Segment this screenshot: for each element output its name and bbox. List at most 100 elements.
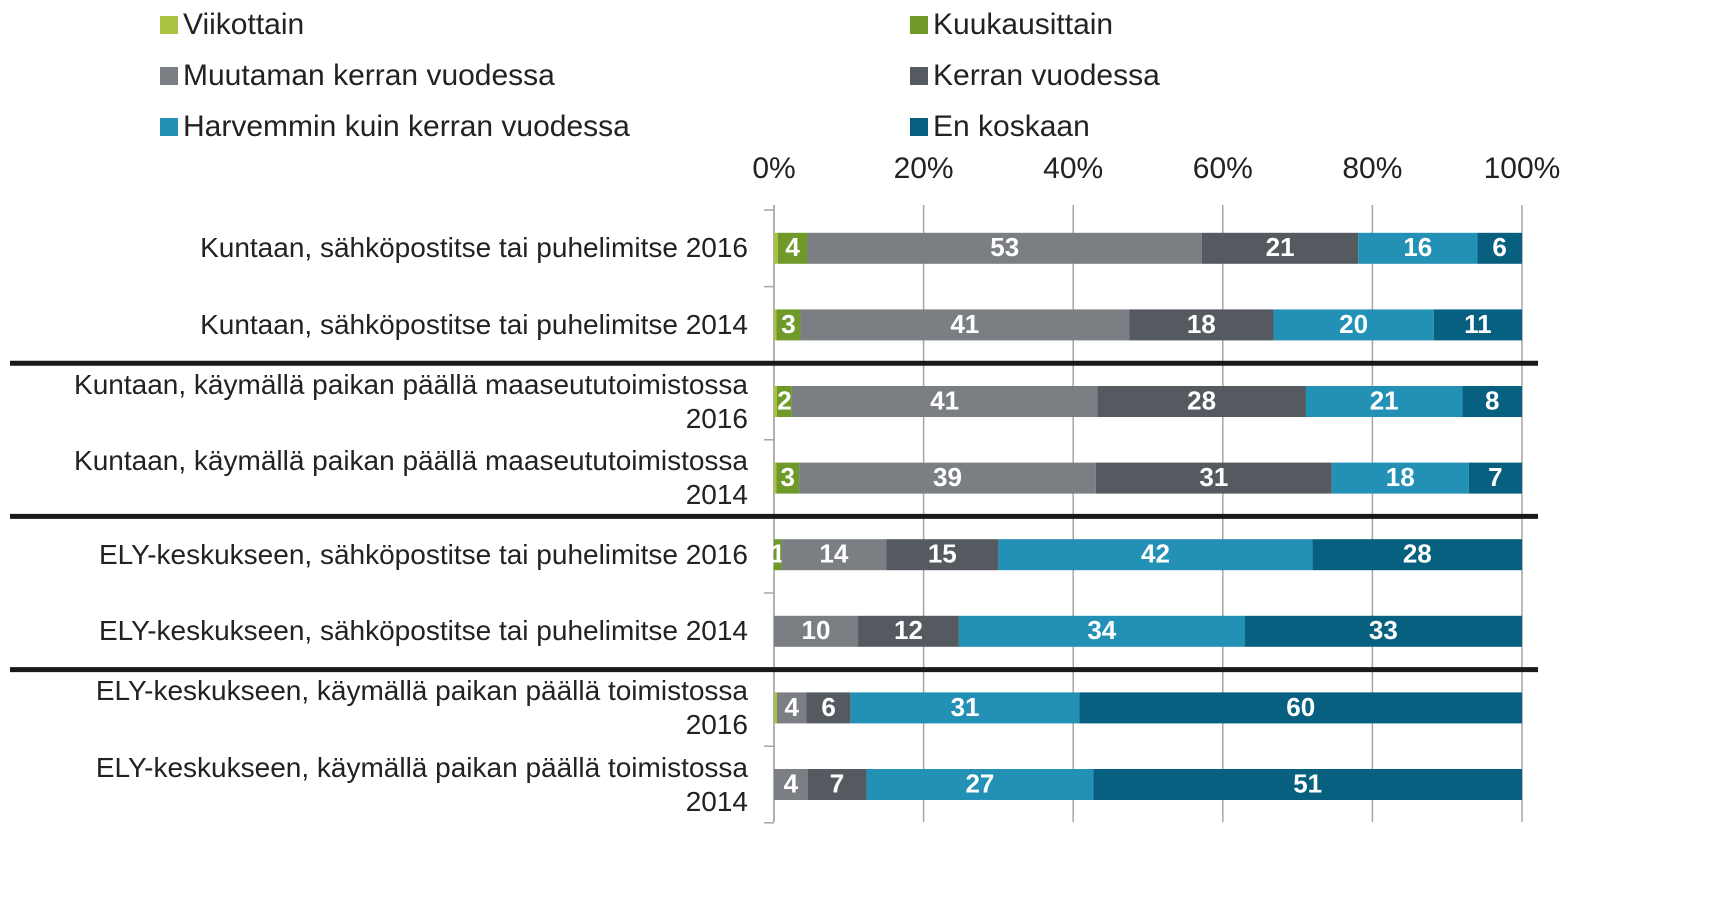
bar-segment (774, 769, 808, 800)
legend-label: Viikottain (183, 8, 304, 41)
legend-label: Muutaman kerran vuodessa (183, 59, 555, 92)
data-label: 34 (1087, 615, 1116, 645)
data-label: 18 (1187, 309, 1216, 339)
bar-segment (1312, 539, 1522, 571)
x-tick-label: 40% (1043, 152, 1103, 185)
data-label: 3 (781, 309, 795, 339)
data-label: 4 (785, 232, 800, 262)
data-label: 21 (1370, 385, 1399, 415)
bar-segment (1462, 386, 1522, 417)
bar-segment (1273, 309, 1434, 341)
legend-swatch (910, 118, 928, 136)
data-label: 21 (1266, 232, 1295, 262)
legend-swatch (160, 67, 178, 85)
data-label: 4 (784, 692, 799, 722)
category-label: Kuntaan, sähköpostitse tai puhelimitse 2… (200, 308, 748, 340)
data-label: 3 (780, 462, 794, 492)
data-label: 12 (894, 615, 923, 645)
data-label: 41 (930, 385, 959, 415)
bar-segment (774, 232, 778, 264)
bar-segment (1331, 462, 1469, 494)
legend-label: En koskaan (933, 110, 1090, 143)
legend-label: Harvemmin kuin kerran vuodessa (183, 110, 630, 143)
x-tick-label: 60% (1193, 152, 1253, 185)
bar-segment (799, 462, 1096, 494)
bar-segment (806, 692, 851, 724)
data-label: 39 (933, 462, 962, 492)
bar-segment (1095, 462, 1332, 494)
bar-segment (791, 386, 1098, 417)
bar-segment (774, 539, 782, 571)
data-label: 15 (928, 539, 957, 569)
data-label: 7 (1488, 462, 1502, 492)
bar-segment (800, 309, 1130, 341)
bar-segment (1477, 232, 1522, 264)
bar-segment (807, 232, 1202, 264)
data-label: 60 (1286, 692, 1315, 722)
bar-segment (1093, 769, 1522, 800)
data-label: 18 (1386, 462, 1415, 492)
data-label: 1 (771, 539, 785, 569)
bar-segment (1079, 692, 1522, 724)
legend-label: Kuukausittain (933, 8, 1113, 41)
category-label: Kuntaan, käymällä paikan päällä maaseutu… (74, 445, 748, 511)
data-label: 6 (1492, 232, 1506, 262)
x-tick-label: 100% (1484, 152, 1561, 185)
bar-segment (774, 692, 777, 724)
bar-segment (1097, 386, 1306, 417)
category-label: Kuntaan, käymällä paikan päällä maaseutu… (74, 368, 748, 434)
data-label: 6 (821, 692, 835, 722)
bar-segment (777, 232, 808, 264)
bar-segment (776, 309, 801, 341)
legend-swatch (910, 67, 928, 85)
data-label: 4 (784, 768, 799, 798)
bar-segment (1468, 462, 1522, 494)
bar-segment (958, 615, 1245, 647)
data-label: 31 (951, 692, 980, 722)
data-label: 8 (1485, 385, 1499, 415)
x-tick-label: 20% (894, 152, 954, 185)
x-tick-label: 0% (752, 152, 795, 185)
data-label: 11 (1464, 309, 1492, 339)
legend-swatch (160, 16, 178, 34)
bar-segment (807, 769, 867, 800)
legend-label: Kerran vuodessa (933, 59, 1160, 92)
legend-swatch (160, 118, 178, 136)
data-label: 28 (1187, 385, 1216, 415)
bar-segment (866, 769, 1094, 800)
bar-segment (774, 386, 777, 417)
bar-segment (886, 539, 999, 571)
bar-segment (774, 462, 777, 494)
bar-segment (776, 386, 792, 417)
data-label: 16 (1403, 232, 1432, 262)
category-label: ELY-keskukseen, käymällä paikan päällä t… (95, 674, 748, 740)
data-label: 28 (1403, 539, 1432, 569)
bar-segment (1201, 232, 1359, 264)
bar-segment (1305, 386, 1463, 417)
category-label: Kuntaan, sähköpostitse tai puhelimitse 2… (200, 232, 748, 264)
category-label: ELY-keskukseen, sähköpostitse tai puheli… (98, 538, 748, 570)
bar-segment (776, 692, 807, 724)
data-label: 2 (777, 385, 791, 415)
data-label: 42 (1141, 539, 1170, 569)
bar-segment (774, 309, 777, 341)
bar-segment (1129, 309, 1274, 341)
data-label: 10 (802, 615, 831, 645)
bar-segment (850, 692, 1080, 724)
data-label: 31 (1199, 462, 1228, 492)
bar-segment (1433, 309, 1522, 341)
data-label: 33 (1369, 615, 1398, 645)
data-label: 14 (819, 539, 848, 569)
bar-segment (781, 539, 887, 571)
data-label: 51 (1293, 768, 1322, 798)
bar-segment (1358, 232, 1478, 264)
bar-segment (1244, 615, 1522, 647)
bar-segment (998, 539, 1313, 571)
data-label: 20 (1339, 309, 1368, 339)
bar-segment (858, 615, 959, 647)
category-label: ELY-keskukseen, sähköpostitse tai puheli… (98, 615, 748, 647)
bar-segment (776, 462, 800, 494)
data-label: 27 (965, 768, 994, 798)
